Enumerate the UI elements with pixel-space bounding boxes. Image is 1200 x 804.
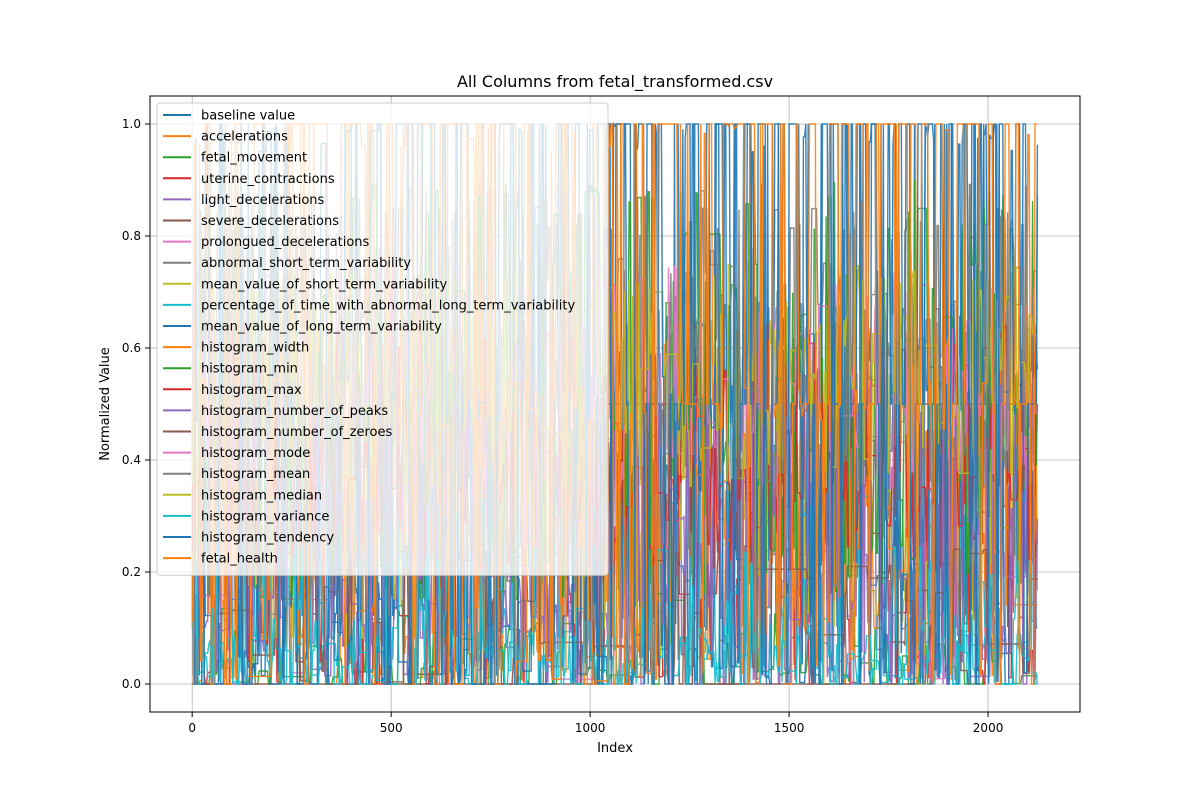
y-tick-label: 0.8 bbox=[122, 229, 141, 243]
axis-ticks: 0 500 1000 1500 2000 0.0 0.2 0.4 0.6 0.8 1.0 bbox=[122, 117, 1003, 735]
legend-entry-label: histogram_max bbox=[201, 383, 302, 398]
legend-entry-label: histogram_tendency bbox=[201, 531, 334, 546]
y-axis-label: Normalized Value bbox=[98, 347, 113, 461]
legend-entry-label: fetal_health bbox=[201, 552, 278, 567]
legend-entry-label: baseline value bbox=[201, 109, 295, 124]
legend-entry-label: prolongued_decelerations bbox=[201, 235, 370, 250]
y-tick-label: 0.2 bbox=[122, 565, 141, 579]
legend-entry-label: uterine_contractions bbox=[201, 172, 335, 187]
x-tick-label: 500 bbox=[380, 721, 403, 735]
axes-frame bbox=[149, 95, 1081, 713]
y-tick-label: 0.4 bbox=[122, 453, 141, 467]
x-axis-label: Index bbox=[597, 741, 633, 756]
y-tick-label: 1.0 bbox=[122, 117, 141, 131]
x-tick-label: 0 bbox=[188, 721, 196, 735]
legend-entry-label: histogram_variance bbox=[201, 509, 329, 524]
legend-entry-label: fetal_movement bbox=[201, 151, 307, 166]
legend-box bbox=[156, 102, 609, 576]
legend-entry-label: histogram_width bbox=[201, 341, 309, 356]
legend-entry-label: mean_value_of_long_term_variability bbox=[201, 320, 442, 335]
legend-entry-label: percentage_of_time_with_abnormal_long_te… bbox=[201, 298, 575, 313]
x-tick-label: 2000 bbox=[973, 721, 1004, 735]
y-tick-label: 0.6 bbox=[122, 341, 141, 355]
legend-entry-label: mean_value_of_short_term_variability bbox=[201, 277, 447, 292]
legend-entry-label: severe_decelerations bbox=[201, 214, 339, 229]
legend-entry-label: histogram_mean bbox=[201, 467, 310, 482]
legend-entry-label: histogram_min bbox=[201, 362, 298, 377]
x-tick-label: 1000 bbox=[575, 721, 606, 735]
legend-entry-label: accelerations bbox=[201, 130, 288, 145]
series-line bbox=[192, 544, 1039, 687]
legend: baseline value accelerations fetal_movemen… bbox=[156, 102, 609, 576]
legend-entry-label: histogram_number_of_peaks bbox=[201, 404, 388, 419]
legend-entry-label: histogram_mode bbox=[201, 446, 310, 461]
y-tick-label: 0.0 bbox=[122, 677, 141, 691]
x-tick-label: 1500 bbox=[774, 721, 805, 735]
legend-entry-label: histogram_median bbox=[201, 488, 322, 503]
chart-title: All Columns from fetal_transformed.csv bbox=[457, 72, 773, 92]
legend-entry-label: histogram_number_of_zeroes bbox=[201, 425, 393, 440]
legend-entry-label: light_decelerations bbox=[201, 193, 325, 208]
legend-entry-label: abnormal_short_term_variability bbox=[201, 256, 411, 271]
